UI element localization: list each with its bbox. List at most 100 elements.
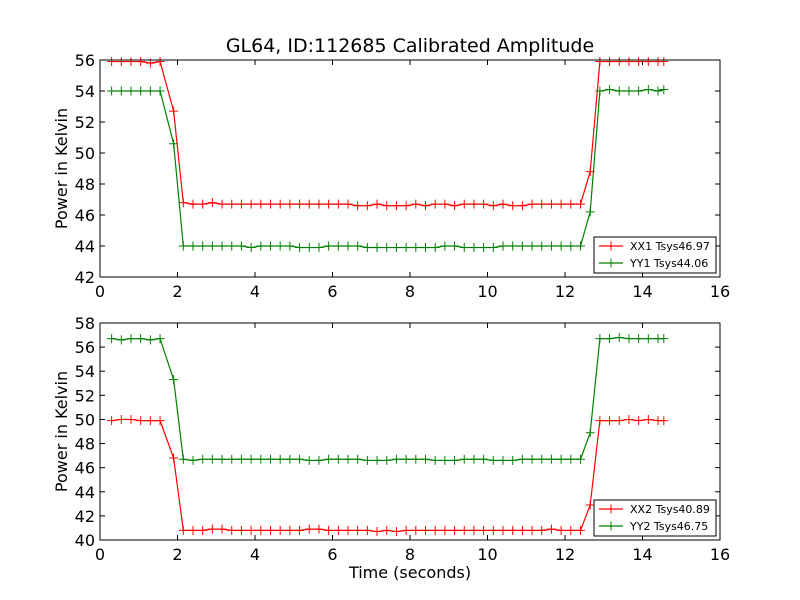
top-legend-xx1-label: XX1 Tsys46.97 [630, 240, 710, 253]
data-point-yy1 [178, 241, 188, 251]
data-point-yy1 [246, 243, 256, 253]
top-y-tick-label: 56 [75, 51, 95, 70]
data-point-xx2 [362, 525, 372, 535]
data-point-xx1 [333, 199, 343, 209]
data-point-xx2 [324, 525, 334, 535]
data-point-xx1 [634, 57, 644, 67]
data-point-yy1 [517, 241, 527, 251]
data-point-yy2 [236, 454, 246, 464]
data-point-xx1 [576, 199, 585, 209]
data-point-yy2 [430, 455, 440, 465]
data-point-yy1 [116, 86, 126, 96]
data-point-xx1 [537, 199, 547, 209]
data-point-yy1 [411, 243, 421, 253]
data-point-xx2 [391, 527, 401, 537]
data-point-yy1 [508, 241, 518, 251]
data-point-xx2 [421, 525, 430, 535]
data-point-yy2 [295, 454, 305, 464]
data-point-yy2 [198, 454, 208, 464]
bottom-y-tick-label: 58 [75, 314, 95, 333]
top-legend-xx1-marker [606, 241, 616, 251]
data-point-xx1 [314, 199, 324, 209]
data-point-xx1 [178, 198, 188, 208]
data-point-xx2 [605, 416, 615, 426]
data-point-xx2 [353, 525, 363, 535]
data-point-yy2 [382, 455, 392, 465]
data-point-xx1 [324, 199, 334, 209]
data-point-xx2 [372, 527, 382, 537]
data-point-xx2 [430, 525, 440, 535]
bottom-x-tick-label: 6 [327, 545, 337, 564]
data-point-yy1 [488, 243, 498, 253]
data-point-xx2 [643, 414, 653, 424]
data-point-xx1 [256, 199, 266, 209]
data-point-yy1 [459, 243, 469, 253]
data-point-yy1 [353, 241, 363, 251]
top-y-tick-label: 54 [75, 82, 95, 101]
data-point-yy2 [479, 454, 489, 464]
data-point-xx2 [537, 525, 547, 535]
data-point-xx1 [217, 199, 227, 209]
top-x-tick-label: 8 [405, 282, 415, 301]
data-point-xx2 [401, 525, 411, 535]
data-point-xx1 [421, 201, 430, 211]
data-point-yy2 [314, 455, 324, 465]
data-point-yy1 [126, 86, 136, 96]
data-point-yy2 [488, 455, 498, 465]
data-point-yy1 [188, 241, 198, 251]
data-point-xx2 [285, 525, 295, 535]
data-point-xx2 [314, 524, 324, 534]
data-point-yy1 [469, 243, 479, 253]
data-point-xx2 [450, 525, 460, 535]
data-point-yy1 [653, 86, 663, 96]
bottom-y-tick-label: 54 [75, 362, 95, 381]
data-point-yy2 [556, 454, 566, 464]
data-point-xx2 [624, 414, 634, 424]
bottom-legend-box [593, 499, 717, 537]
data-point-xx2 [469, 525, 479, 535]
bottom-x-tick-label: 16 [710, 545, 730, 564]
data-point-yy2 [116, 335, 126, 345]
series-line-yy2 [111, 336, 664, 462]
data-point-yy1 [450, 241, 460, 251]
data-point-xx1 [236, 199, 246, 209]
top-y-tick-label: 42 [75, 268, 95, 287]
bottom-legend-xx2-label: XX2 Tsys40.89 [630, 503, 710, 516]
data-point-xx2 [459, 525, 469, 535]
chart-title: GL64, ID:112685 Calibrated Amplitude [226, 35, 594, 57]
data-point-xx2 [217, 524, 227, 534]
top-legend-box [593, 236, 717, 274]
data-point-yy1 [391, 243, 401, 253]
data-point-yy1 [256, 241, 266, 251]
data-point-xx2 [295, 525, 305, 535]
data-point-yy1 [585, 207, 595, 217]
bottom-x-tick-label: 2 [172, 545, 182, 564]
data-point-yy2 [343, 454, 353, 464]
top-x-tick-label: 4 [250, 282, 260, 301]
bottom-plot-frame [99, 322, 721, 541]
data-point-yy2 [372, 455, 382, 465]
data-point-xx2 [145, 416, 155, 426]
data-point-yy2 [256, 454, 266, 464]
data-point-yy2 [527, 454, 537, 464]
data-point-xx1 [353, 201, 363, 211]
data-point-yy2 [566, 454, 576, 464]
data-point-xx1 [411, 199, 421, 209]
data-point-xx1 [614, 57, 624, 67]
data-point-xx2 [236, 525, 246, 535]
data-point-xx1 [155, 57, 165, 67]
bottom-legend: XX2 Tsys40.89 YY2 Tsys46.75 [593, 499, 717, 537]
data-point-yy1 [207, 241, 217, 251]
data-point-xx2 [566, 525, 576, 535]
bottom-y-tick-label: 44 [75, 483, 95, 502]
data-point-yy1 [362, 243, 372, 253]
data-point-xx2 [178, 525, 188, 535]
data-point-yy2 [353, 454, 363, 464]
data-point-xx2 [659, 416, 669, 426]
bottom-y-tick-label: 48 [75, 435, 95, 454]
data-point-xx2 [169, 453, 179, 463]
data-point-xx2 [266, 525, 275, 535]
data-point-xx2 [333, 525, 343, 535]
